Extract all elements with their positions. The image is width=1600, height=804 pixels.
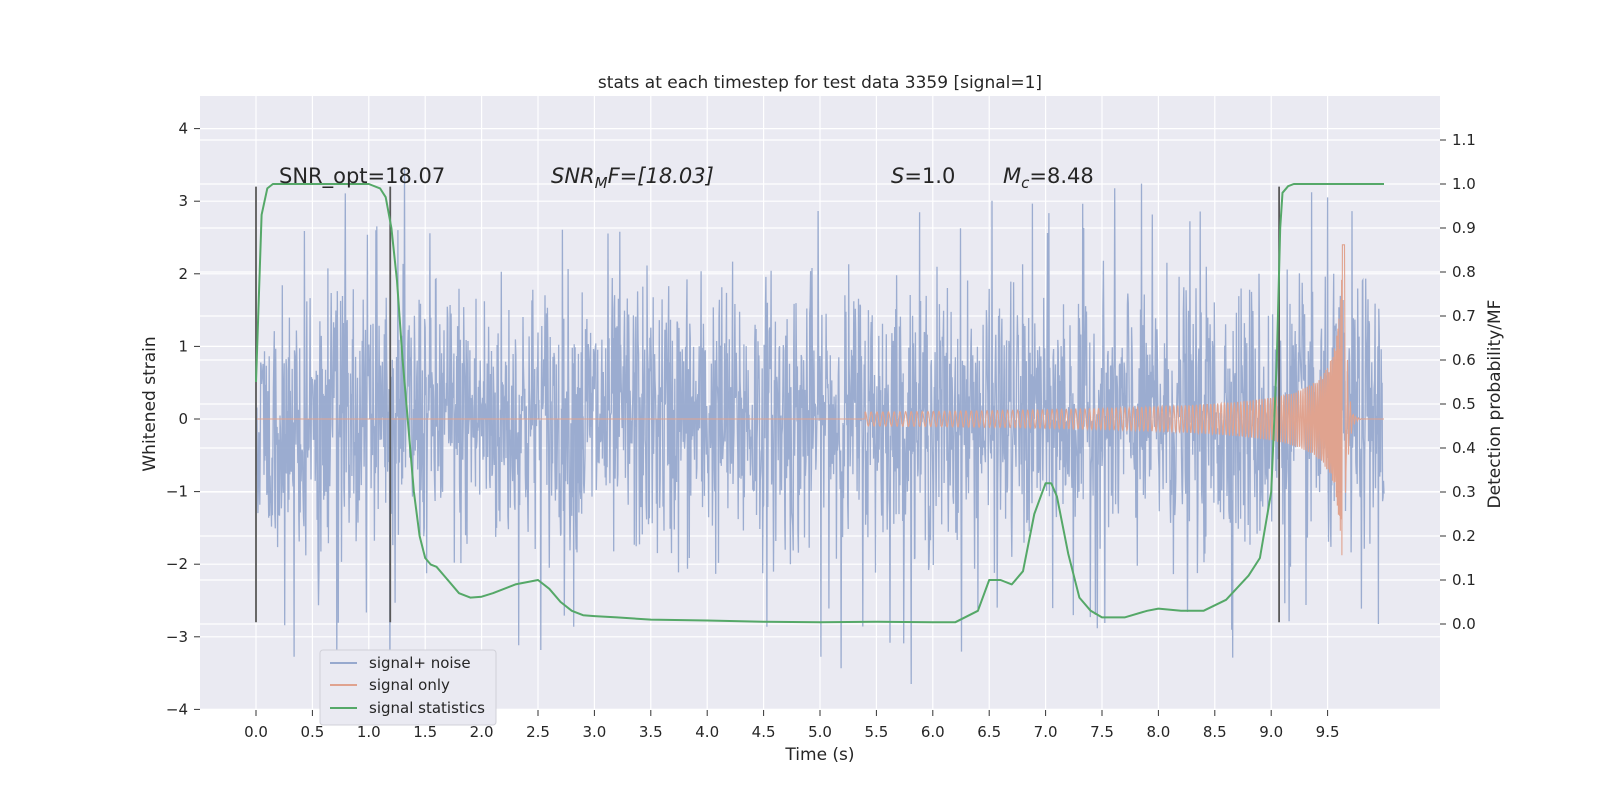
x-tick-label: 2.5 [526, 723, 550, 741]
statistics-series [255, 183, 1384, 624]
legend: signal+ noise signal only signal statist… [319, 649, 497, 726]
y-tick-label-right: 1.1 [1452, 131, 1476, 149]
y-tick-label-right: 0.8 [1452, 263, 1476, 281]
y-tick-label-right: 0.5 [1452, 395, 1476, 413]
x-tick-label: 1.5 [413, 723, 437, 741]
y-tick-label-left: −2 [166, 555, 188, 573]
y-tick-label-left: 3 [178, 192, 188, 210]
tick-layer: 0.0 0.5 1.0 1.5 2.0 2.5 3.0 3.5 4.0 4.5 5.0 5.5 6.0 6… [166, 120, 1476, 741]
noise-line [255, 168, 1385, 685]
annotation-snr-opt: SNR_opt=18.07 [279, 164, 445, 189]
y-tick-label-right: 0.6 [1452, 351, 1476, 369]
x-tick-label: 4.5 [752, 723, 776, 741]
annotation-snr-mf: SNRMF=[18.03] [551, 164, 714, 192]
annotation-mc: Mc=8.48 [1003, 164, 1094, 192]
x-tick-label: 5.5 [864, 723, 888, 741]
signal-line [256, 244, 1384, 556]
x-tick-label: 6.5 [977, 723, 1001, 741]
y-tick-label-right: 0.1 [1452, 571, 1476, 589]
x-tick-label: 9.0 [1259, 723, 1283, 741]
y-axis-label-left: Whitened strain [140, 336, 160, 471]
y-tick-label-right: 0.4 [1452, 439, 1476, 457]
signal-series [256, 244, 1384, 556]
legend-label-noise: signal+ noise [369, 654, 471, 672]
y-tick-label-left: 2 [178, 265, 188, 283]
x-tick-label: 8.0 [1146, 723, 1170, 741]
x-tick-label: 4.0 [695, 723, 719, 741]
y-tick-label-left: 0 [178, 410, 188, 428]
x-tick-label: 3.0 [582, 723, 606, 741]
y-tick-label-right: 0.7 [1452, 307, 1476, 325]
noise-series [255, 168, 1385, 685]
x-tick-label: 9.5 [1316, 723, 1340, 741]
x-tick-label: 3.5 [639, 723, 663, 741]
y-tick-label-left: 4 [178, 120, 188, 138]
y-tick-label-right: 0.3 [1452, 483, 1476, 501]
y-tick-label-right: 0.9 [1452, 219, 1476, 237]
y-tick-label-right: 0.0 [1452, 615, 1476, 633]
chart-title: stats at each timestep for test data 335… [598, 73, 1042, 93]
statistics-line [255, 183, 1384, 624]
y-axis-label-right: Detection probability/MF [1485, 300, 1505, 509]
x-tick-label: 7.5 [1090, 723, 1114, 741]
annotation-s: S=1.0 [891, 164, 955, 188]
x-axis-label: Time (s) [784, 745, 854, 765]
x-tick-label: 6.0 [921, 723, 945, 741]
y-tick-label-left: −3 [166, 628, 188, 646]
x-tick-label: 2.0 [470, 723, 494, 741]
x-tick-label: 8.5 [1203, 723, 1227, 741]
legend-label-statistics: signal statistics [369, 699, 485, 717]
y-tick-label-left: −4 [166, 700, 188, 718]
x-tick-label: 5.0 [808, 723, 832, 741]
y-tick-label-left: −1 [166, 483, 188, 501]
y-tick-label-left: 1 [178, 337, 188, 355]
x-tick-label: 0.0 [244, 723, 268, 741]
x-tick-label: 1.0 [357, 723, 381, 741]
legend-label-signal: signal only [369, 676, 450, 694]
x-tick-label: 7.0 [1034, 723, 1058, 741]
y-tick-label-right: 1.0 [1452, 175, 1476, 193]
x-tick-label: 0.5 [300, 723, 324, 741]
legend-box [319, 649, 497, 726]
y-tick-label-right: 0.2 [1452, 527, 1476, 545]
